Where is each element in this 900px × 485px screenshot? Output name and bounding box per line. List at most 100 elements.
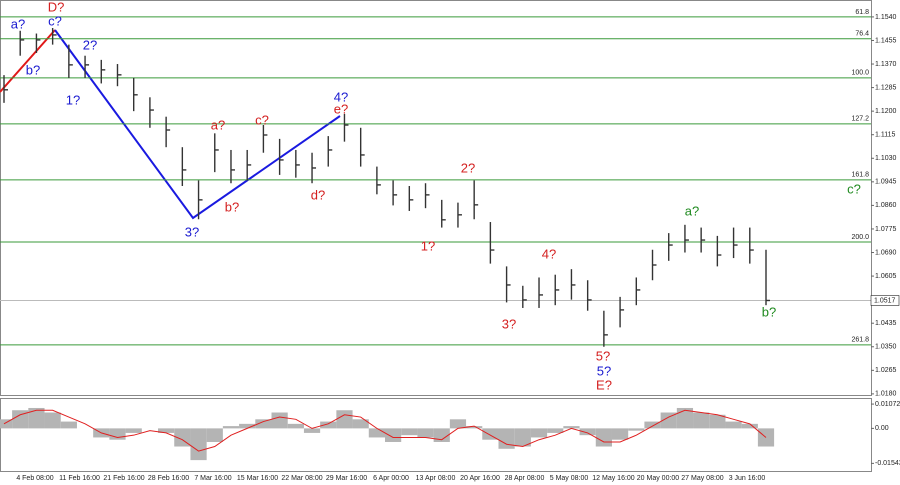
x-tick-label: 28 Feb 16:00 (148, 475, 189, 482)
y-tick-label: 1.0180 (875, 391, 897, 398)
osc-tick-label: -0.01543 (875, 460, 900, 467)
osc-bar (401, 428, 418, 436)
osc-bar (206, 428, 223, 442)
y-tick-label: 1.1370 (875, 61, 897, 68)
wave-label: 5? (597, 363, 611, 378)
osc-bar (611, 428, 629, 440)
osc-bar (368, 428, 385, 438)
osc-bar (595, 428, 612, 447)
current-price-box (870, 295, 900, 306)
wave-label: 3? (502, 316, 516, 331)
osc-bar (709, 414, 726, 429)
osc-bar (628, 428, 645, 431)
x-tick-label: 3 Jun 16:00 (729, 475, 766, 482)
wave-label: 4? (334, 89, 348, 104)
osc-bar (222, 426, 240, 429)
osc-bar (417, 428, 434, 438)
wave-label: 3? (185, 224, 199, 239)
osc-bar (693, 412, 710, 429)
x-tick-label: 27 May 08:00 (681, 475, 724, 482)
fib-label: 61.8 (855, 9, 869, 16)
y-tick-label: 1.0605 (875, 273, 897, 280)
wave-line (54, 29, 341, 220)
osc-bar (352, 419, 369, 429)
osc-bar (385, 428, 402, 442)
osc-bar (109, 428, 126, 440)
osc-bar (466, 426, 483, 429)
osc-bar (660, 412, 677, 429)
osc-bar (514, 428, 531, 447)
x-tick-label: 15 Mar 16:00 (237, 475, 278, 482)
osc-bar (320, 421, 337, 429)
x-tick-label: 5 May 08:00 (550, 475, 589, 482)
osc-bar (125, 428, 142, 433)
x-tick-label: 13 Apr 08:00 (416, 475, 456, 482)
wave-label: a? (685, 203, 699, 218)
y-tick-label: 1.0775 (875, 226, 897, 233)
y-tick-label: 1.1540 (875, 14, 897, 21)
fib-label: 261.8 (851, 337, 869, 344)
wave-label: 2? (461, 160, 475, 175)
osc-bar (741, 423, 758, 429)
osc-bar (190, 428, 207, 461)
x-tick-label: 4 Feb 08:00 (16, 475, 53, 482)
y-tick-label: 1.0435 (875, 320, 897, 327)
osc-bar (676, 407, 694, 429)
x-tick-label: 12 May 16:00 (592, 475, 635, 482)
osc-bar (563, 426, 580, 429)
y-tick-label: 1.0860 (875, 202, 897, 209)
wave-label: E? (596, 377, 612, 392)
x-tick-label: 11 Feb 16:00 (59, 475, 100, 482)
osc-bar (547, 428, 564, 433)
osc-bar (287, 423, 304, 429)
wave-label: a? (11, 16, 25, 31)
osc-bar (255, 419, 272, 429)
osc-bar (271, 412, 288, 429)
osc-bar (12, 410, 29, 429)
osc-bar (433, 428, 450, 442)
x-tick-label: 22 Mar 08:00 (281, 475, 322, 482)
y-tick-label: 1.1200 (875, 108, 897, 115)
wave-label: b? (26, 62, 40, 77)
wave-label: 1? (66, 92, 80, 107)
osc-bar (579, 428, 596, 436)
osc-tick-label: 0.00 (875, 425, 889, 432)
main-panel (0, 0, 872, 396)
osc-bar (644, 421, 661, 429)
osc-bar (449, 419, 467, 429)
fib-label: 161.8 (851, 172, 869, 179)
y-tick-label: 1.0690 (875, 249, 897, 256)
osc-bar (482, 428, 499, 440)
x-tick-label: 6 Apr 00:00 (373, 475, 409, 482)
oscillator-panel (0, 398, 872, 472)
current-price-label: 1.0517 (874, 297, 896, 304)
wave-label: c? (255, 112, 269, 127)
wave-line (0, 29, 56, 93)
y-tick-label: 1.0265 (875, 367, 897, 374)
y-tick-label: 1.0945 (875, 179, 897, 186)
wave-label: a? (211, 117, 225, 132)
osc-bar (0, 419, 13, 429)
wave-label: b? (225, 199, 239, 214)
wave-label: b? (762, 304, 776, 319)
osc-bar (28, 407, 45, 429)
fib-label: 76.4 (855, 31, 869, 38)
wave-label: c? (48, 13, 62, 28)
wave-label: c? (847, 181, 861, 196)
y-tick-label: 1.1285 (875, 84, 897, 91)
osc-bar (44, 412, 61, 429)
x-tick-label: 29 Mar 16:00 (326, 475, 367, 482)
osc-bar (725, 421, 742, 429)
osc-bar (60, 421, 77, 429)
y-tick-label: 1.0350 (875, 344, 897, 351)
osc-bar (303, 428, 321, 433)
x-tick-label: 28 Apr 08:00 (505, 475, 545, 482)
wave-label: d? (311, 187, 325, 202)
wave-label: 4? (542, 246, 556, 261)
wave-label: 1? (421, 238, 435, 253)
osc-signal (3, 409, 767, 452)
wave-label: 5? (596, 348, 610, 363)
x-tick-label: 21 Feb 16:00 (103, 475, 144, 482)
osc-bar (158, 428, 175, 433)
